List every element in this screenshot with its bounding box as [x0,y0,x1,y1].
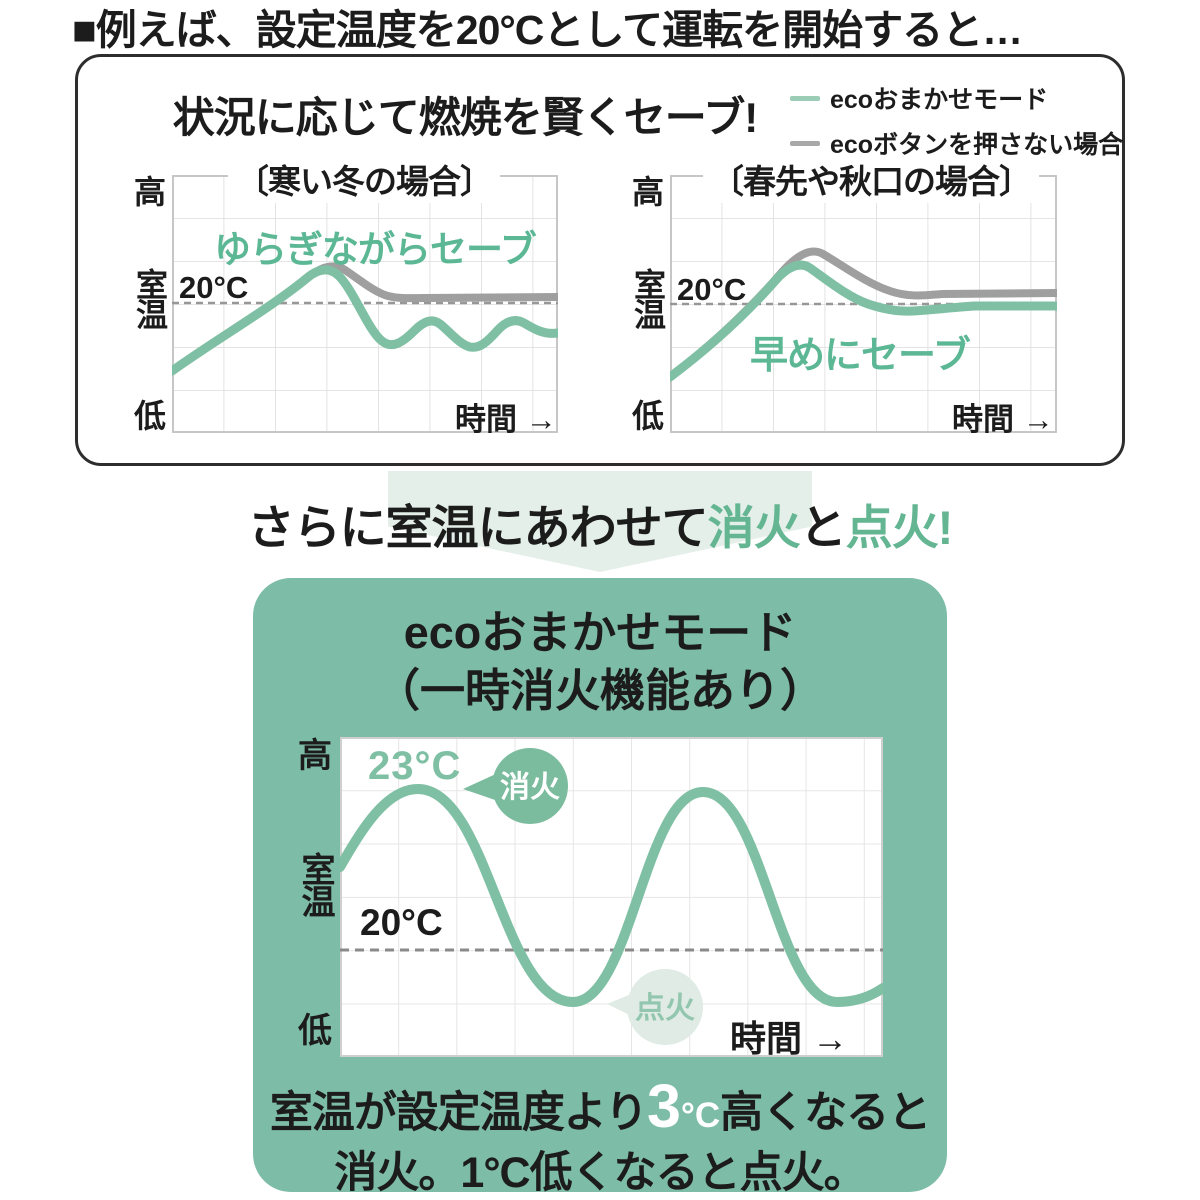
note-line1-pre: 室温が設定温度より [269,1089,648,1137]
spring-chart [670,175,1057,433]
spring-caption: 〔春先や秋口の場合〕 [703,155,1039,203]
eco-ylabel-roomtemp: 室温 [296,852,334,916]
eco-chart: 消火 点火 [340,737,883,1057]
legend-line-gray-icon [790,140,820,146]
headline: ■例えば、設定温度を20°Cとして運転を開始すると… [72,7,1023,53]
eco-setpoint-label: 20°C [360,902,443,943]
mid-heading-word2: 点火 [845,501,939,554]
mid-heading-pre: さらに室温にあわせて [247,501,709,554]
extinguish-badge-tail-icon [463,773,498,801]
eco-peak-label: 23°C [368,744,462,788]
eco-ylabel-high: 高 [298,737,332,775]
legend: ecoおまかせモード ecoボタンを押さない場合 [790,80,1123,161]
winter-setpoint-label: 20°C [179,270,249,305]
mid-heading-mid: と [799,501,847,554]
eco-panel-subtitle: （一時消火機能あり） [374,665,825,716]
spring-series-eco [670,260,1057,382]
eco-panel-title: ecoおまかせモード [403,607,797,658]
spring-ylabel-roomtemp: 室温 [630,268,666,328]
winter-series-eco [172,265,558,376]
mid-heading: さらに室温にあわせて消火と点火! [0,489,1200,558]
eco-series-roomtemp [340,783,883,1008]
note-highlight-unit: °C [680,1096,721,1135]
extinguish-badge-circle-icon [492,748,568,824]
eco-xlabel: 時間 → [730,1018,849,1059]
ignite-badge-circle-icon [627,969,703,1045]
winter-xlabel: 時間 → [455,402,557,437]
note-highlight-number: 3 [646,1072,681,1140]
spring-ylabel-low: 低 [632,398,665,434]
save-panel-title: 状況に応じて燃焼を賢くセーブ! [172,94,758,141]
eco-note-line2: 消火。1°C低くなると点火。 [334,1149,866,1197]
note-line1-post: 高くなると [720,1089,931,1137]
mid-heading-bang: ! [937,501,954,554]
legend-item-noeco: ecoボタンを押さない場合 [790,125,1123,161]
spring-annotation: 早めにセーブ [750,335,971,377]
spring-ylabel-high: 高 [632,174,665,210]
legend-item-eco: ecoおまかせモード [790,80,1123,116]
eco-frame [340,737,883,1057]
ignite-badge: 点火 [607,969,703,1045]
legend-label-eco: ecoおまかせモード [830,86,1049,114]
spring-setpoint-label: 20°C [677,272,747,307]
extinguish-badge-label: 消火 [500,771,560,804]
spring-xlabel: 時間 → [952,402,1054,437]
winter-ylabel-low: 低 [134,398,167,434]
legend-label-noeco: ecoボタンを押さない場合 [830,131,1124,159]
ignite-badge-label: 点火 [635,992,695,1025]
winter-chart [172,175,558,433]
mid-heading-word1: 消火 [707,501,801,554]
winter-caption: 〔寒い冬の場合〕 [228,155,500,203]
winter-ylabel-high: 高 [134,174,167,210]
extinguish-badge: 消火 [463,748,568,824]
legend-line-green-icon [790,95,820,101]
winter-ylabel-roomtemp: 室温 [132,268,168,328]
winter-annotation: ゆらぎながらセーブ [214,229,537,270]
eco-ylabel-low: 低 [298,1012,332,1050]
eco-note-line1: 室温が設定温度より 3 °C 高くなると [253,1076,947,1140]
